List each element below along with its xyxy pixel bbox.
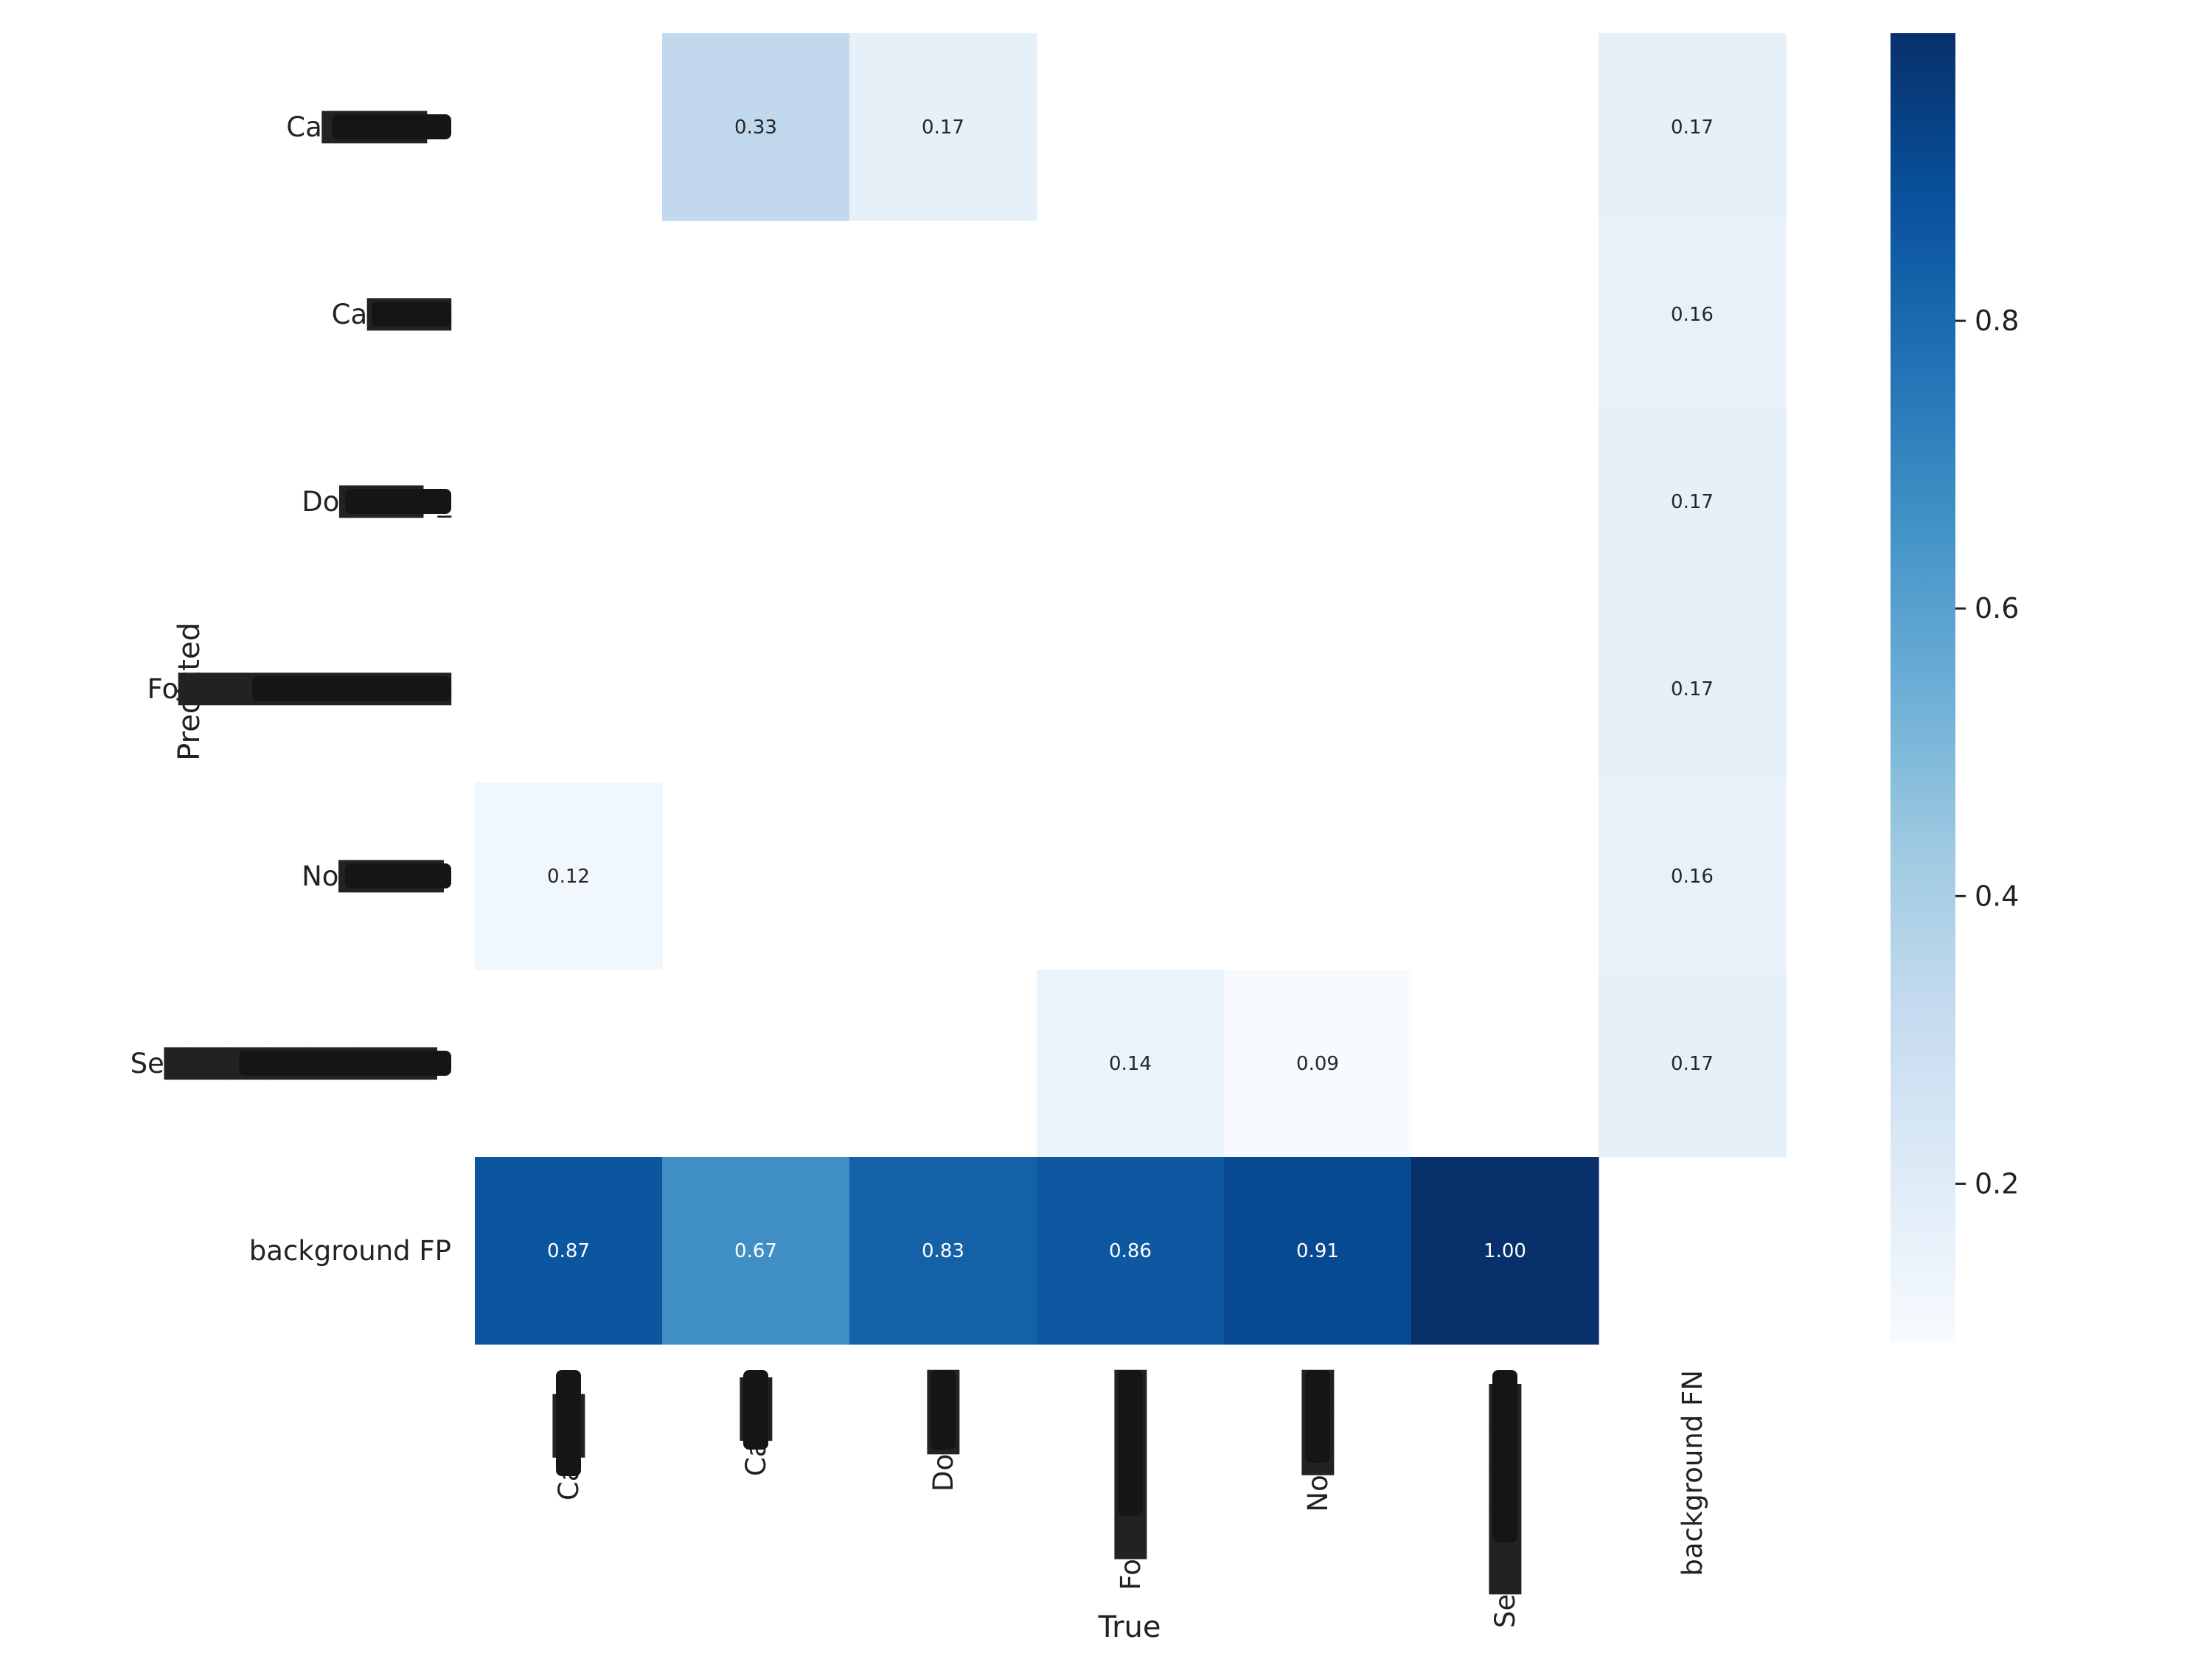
heatmap-cell (1037, 970, 1225, 1158)
cell-value-label: 0.86 (1109, 1240, 1152, 1262)
redaction-mark (372, 302, 451, 327)
heatmap-cell (849, 33, 1037, 221)
redaction-mark (1118, 1370, 1143, 1516)
cell-value-label: 0.14 (1109, 1053, 1152, 1075)
heatmap-cell (1224, 1157, 1412, 1345)
heatmap-cell (1599, 408, 1787, 596)
cell-value-label: 0.17 (1671, 1053, 1714, 1075)
colorbar-tick-label: 0.8 (1975, 305, 2019, 337)
x-tick-labels: Cal███iaCa███lDo████Fo█████████No█████Se… (552, 1369, 1708, 1628)
redaction-mark (345, 489, 451, 514)
colorbar-ticks: 0.2 0.4 0.6 0.8 (1955, 305, 2019, 1200)
heatmap-cell (662, 33, 850, 221)
heatmap-cell (475, 1157, 663, 1345)
colorbar-tick-label: 0.4 (1975, 880, 2019, 912)
x-tick-label: background FN (1677, 1370, 1708, 1576)
cell-value-label: 0.16 (1671, 304, 1714, 326)
redaction-mark (743, 1370, 768, 1450)
heatmap-cell (1037, 1157, 1225, 1345)
redaction-mark (556, 1370, 581, 1476)
colorbar-tick-label: 0.2 (1975, 1167, 2019, 1200)
x-axis-title: True (1098, 1610, 1161, 1644)
cell-value-label: 0.67 (734, 1240, 777, 1262)
y-tick-label: background FP (249, 1235, 451, 1267)
cell-value-label: 0.17 (922, 116, 964, 139)
heatmap-cell (662, 1157, 850, 1345)
redaction-mark (332, 114, 451, 139)
colorbar-tick-label: 0.6 (1975, 592, 2019, 625)
heatmap-cell (1599, 782, 1787, 970)
heatmap-cells (475, 33, 1787, 1345)
heatmap-cell (1224, 970, 1412, 1158)
cell-value-label: 0.83 (922, 1240, 964, 1262)
y-tick-labels: Ca█████iaCa████Do████s_Fo█████████████No… (131, 111, 452, 1267)
heatmap-cell (1599, 220, 1787, 408)
colorbar-gradient (1891, 33, 1955, 1342)
cell-value-label: 1.00 (1484, 1240, 1526, 1262)
redaction-mark (345, 863, 451, 888)
redaction-mark (1305, 1370, 1330, 1463)
heatmap-cell (1599, 33, 1787, 221)
heatmap-cell (475, 782, 663, 970)
heatmap-cell-labels: 0.33 0.17 0.17 0.16 0.17 0.17 0.12 0.16 0.14 0.09… (547, 116, 1714, 1262)
heatmap-cell (849, 1157, 1037, 1345)
y-axis-title: Predicted (173, 622, 206, 761)
redaction-mark (239, 1051, 451, 1076)
redaction-mark (252, 676, 451, 701)
cell-value-label: 0.91 (1296, 1240, 1339, 1262)
colorbar (1891, 33, 1955, 1342)
cell-value-label: 0.09 (1296, 1053, 1339, 1075)
heatmap-cell (1599, 970, 1787, 1158)
heatmap-cell (1599, 595, 1787, 783)
heatmap-cell (1411, 1157, 1599, 1345)
cell-value-label: 0.16 (1671, 866, 1714, 888)
cell-value-label: 0.87 (547, 1240, 590, 1262)
redaction-mark (1492, 1370, 1517, 1543)
cell-value-label: 0.17 (1671, 491, 1714, 513)
redaction-mark (931, 1370, 956, 1450)
cell-value-label: 0.17 (1671, 678, 1714, 700)
cell-value-label: 0.17 (1671, 116, 1714, 139)
cell-value-label: 0.12 (547, 866, 590, 888)
cell-value-label: 0.33 (734, 116, 777, 139)
